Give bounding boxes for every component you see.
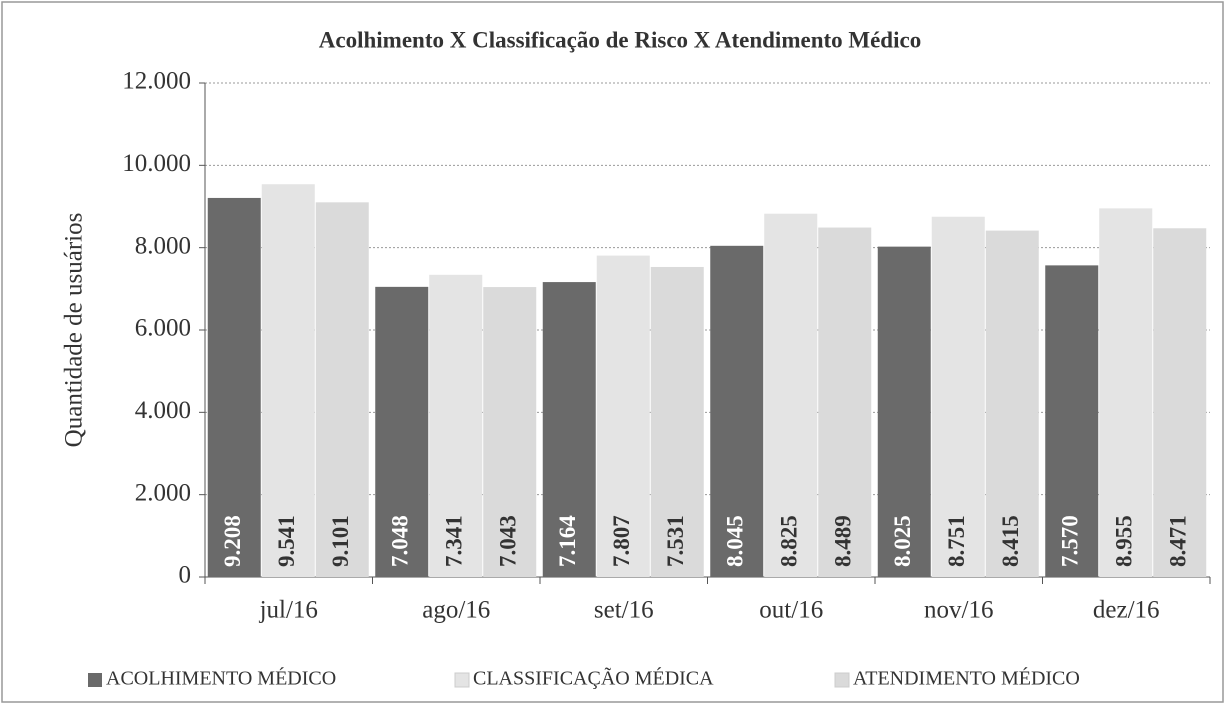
data-label: 8.025: [890, 515, 915, 567]
legend-label: ACOLHIMENTO MÉDICO: [106, 667, 336, 690]
data-label: 8.415: [998, 515, 1023, 567]
x-tick-label: out/16: [759, 597, 823, 624]
data-label: 7.570: [1058, 515, 1083, 567]
bar: [375, 286, 429, 577]
bar: [1045, 265, 1099, 577]
y-tick-label: 0: [179, 562, 192, 589]
data-label: 7.531: [663, 515, 688, 567]
x-tick-label: jul/16: [259, 597, 318, 624]
data-label: 8.471: [1166, 515, 1191, 567]
data-label: 8.045: [723, 515, 748, 567]
x-tick-label: set/16: [594, 597, 654, 624]
data-label: 8.751: [944, 515, 969, 567]
y-tick-label: 4.000: [135, 397, 191, 424]
x-tick-label: nov/16: [924, 597, 993, 624]
data-label: 7.164: [555, 515, 580, 567]
data-label: 8.825: [777, 515, 802, 567]
bar: [985, 230, 1039, 577]
x-tick-label: ago/16: [422, 597, 490, 624]
bar: [261, 184, 315, 578]
data-label: 9.208: [220, 515, 245, 567]
data-label: 9.101: [328, 515, 353, 567]
legend-label: CLASSIFICAÇÃO MÉDICA: [473, 666, 714, 690]
y-tick-label: 2.000: [135, 479, 191, 506]
y-axis-label: Quantidade de usuários: [61, 213, 88, 448]
legend-label: ATENDIMENTO MÉDICO: [853, 667, 1080, 690]
bar: [542, 282, 596, 577]
data-label: 8.489: [831, 515, 856, 567]
bar: [596, 255, 650, 578]
bar: [818, 227, 872, 577]
data-label: 7.807: [609, 515, 634, 567]
x-tick-label: dez/16: [1093, 597, 1160, 624]
bar: [483, 287, 537, 577]
bar: [931, 216, 985, 578]
legend-swatch: [88, 673, 102, 687]
bar: [710, 245, 764, 578]
bar: [429, 274, 483, 577]
data-label: 7.341: [442, 515, 467, 567]
y-tick-label: 8.000: [135, 232, 191, 259]
data-label: 7.048: [388, 515, 413, 567]
bar: [764, 213, 818, 577]
y-tick-label: 6.000: [135, 315, 191, 342]
bar: [207, 197, 261, 578]
data-label: 9.541: [274, 515, 299, 567]
chart-title: Acolhimento X Classificação de Risco X A…: [319, 27, 921, 52]
bar: [650, 266, 704, 577]
bar: [1153, 228, 1207, 577]
legend-swatch: [834, 672, 850, 688]
data-label: 7.043: [496, 515, 521, 567]
y-tick-label: 10.000: [122, 150, 191, 177]
bar: [1099, 208, 1153, 578]
data-label: 8.955: [1112, 515, 1137, 567]
y-tick-label: 12.000: [122, 68, 191, 95]
bar: [315, 202, 369, 577]
legend-swatch: [454, 672, 470, 688]
bar: [877, 246, 931, 577]
